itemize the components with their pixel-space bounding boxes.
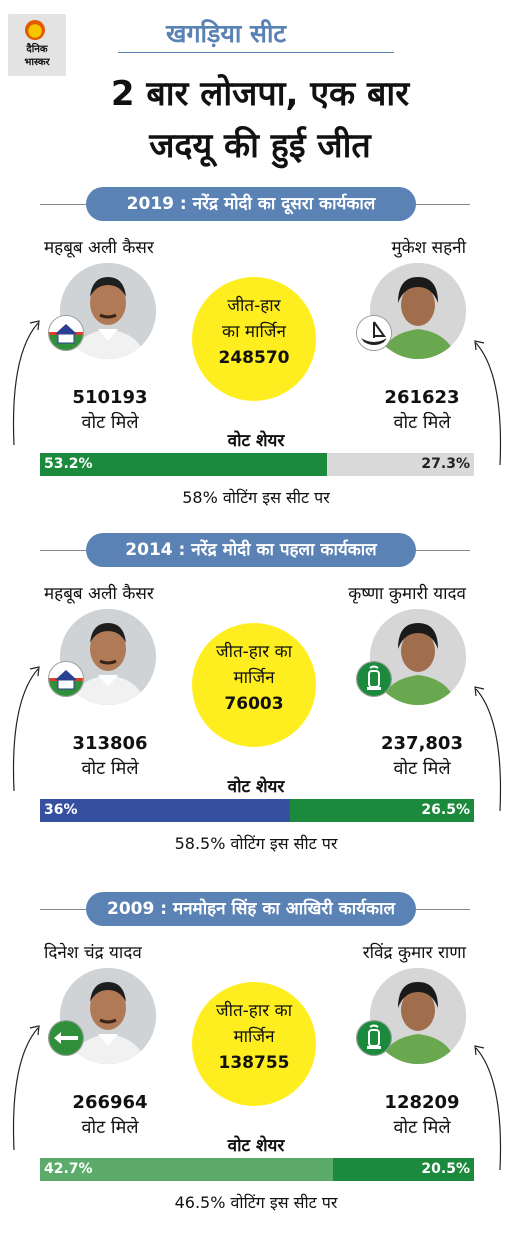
winner-share-segment: 53.2%: [40, 453, 327, 476]
runner-votes: 128209 वोट मिले: [367, 1090, 477, 1140]
curved-arrow-icon: [474, 340, 502, 466]
runner-share-segment: 26.5%: [290, 799, 474, 822]
bungalow-icon: [48, 661, 84, 697]
turnout-text: 46.5% वोटिंग इस सीट पर: [174, 1193, 338, 1212]
boat-icon: [356, 315, 392, 351]
curved-arrow-icon: [12, 320, 40, 446]
votes-label: वोट मिले: [81, 758, 139, 779]
seat-label: खगड़िया सीट: [166, 19, 287, 48]
margin-circle: जीत-हार का मार्जिन 138755: [192, 982, 316, 1106]
turnout-text: 58% वोटिंग इस सीट पर: [182, 488, 330, 507]
winner-share-segment: 36%: [40, 799, 290, 822]
headline-line2: जदयू की हुई जीत: [149, 126, 371, 166]
curved-arrow-icon: [474, 686, 502, 812]
winner-photo: [60, 263, 156, 359]
logo-text-line2: भास्कर: [24, 57, 50, 68]
winner-name: दिनेश चंद्र यादव: [44, 943, 142, 963]
margin-circle: जीत-हार का मार्जिन 76003: [192, 623, 316, 747]
section-title: 2019 : नरेंद्र मोदी का दूसरा कार्यकाल: [86, 187, 416, 221]
runner-votes-number: 261623: [384, 387, 460, 408]
runner-share-segment: 27.3%: [327, 453, 474, 476]
votes-label: वोट मिले: [81, 412, 139, 433]
curved-arrow-icon: [474, 1045, 502, 1171]
dainik-bhaskar-logo: दैनिक भास्कर: [8, 14, 66, 76]
winner-share-text: 36%: [44, 802, 78, 818]
section-title: 2009 : मनमोहन सिंह का आखिरी कार्यकाल: [86, 892, 416, 926]
runner-votes-number: 237,803: [381, 733, 463, 754]
winner-name: महबूब अली कैसर: [44, 238, 154, 258]
margin-label-line1: जीत-हार: [227, 296, 281, 316]
winner-votes-number: 313806: [72, 733, 148, 754]
runner-share-segment: 20.5%: [333, 1158, 474, 1181]
vote-share-bar: 53.2% 27.3%: [40, 453, 474, 476]
margin-label-line1: जीत-हार का: [215, 1001, 293, 1021]
margin-label-line1: जीत-हार का: [215, 642, 293, 662]
margin-circle: जीत-हार का मार्जिन 248570: [192, 277, 316, 401]
runner-votes-number: 128209: [384, 1092, 460, 1113]
runner-share-text: 20.5%: [421, 1161, 470, 1177]
votes-label: वोट मिले: [393, 758, 451, 779]
curved-arrow-icon: [12, 666, 40, 792]
margin-label-line2: मार्जिन: [233, 668, 275, 688]
winner-name: महबूब अली कैसर: [44, 584, 154, 604]
winner-votes: 313806 वोट मिले: [55, 731, 165, 781]
arrow-icon: [48, 1020, 84, 1056]
votes-label: वोट मिले: [393, 412, 451, 433]
runner-name: रविंद्र कुमार राणा: [362, 943, 466, 963]
headline-line1: 2 बार लोजपा, एक बार: [110, 74, 410, 114]
winner-votes-number: 266964: [72, 1092, 148, 1113]
runner-share-text: 27.3%: [421, 456, 470, 472]
logo-text-line1: दैनिक: [26, 44, 48, 55]
turnout-text: 58.5% वोटिंग इस सीट पर: [174, 834, 338, 853]
margin-value: 76003: [224, 694, 284, 714]
margin-value: 248570: [218, 348, 290, 368]
sun-icon: [25, 20, 45, 40]
runner-photo: [370, 609, 466, 705]
bungalow-icon: [48, 315, 84, 351]
lantern-icon: [356, 661, 392, 697]
vote-share-title: वोट शेयर: [227, 1136, 285, 1156]
runner-votes: 261623 वोट मिले: [367, 385, 477, 435]
winner-photo: [60, 609, 156, 705]
winner-votes: 510193 वोट मिले: [55, 385, 165, 435]
winner-votes: 266964 वोट मिले: [55, 1090, 165, 1140]
runner-name: मुकेश सहनी: [391, 238, 466, 258]
runner-share-text: 26.5%: [421, 802, 470, 818]
divider: [118, 52, 394, 53]
margin-label-line2: मार्जिन: [233, 1027, 275, 1047]
votes-label: वोट मिले: [81, 1117, 139, 1138]
winner-share-segment: 42.7%: [40, 1158, 333, 1181]
votes-label: वोट मिले: [393, 1117, 451, 1138]
winner-share-text: 42.7%: [44, 1161, 93, 1177]
vote-share-bar: 36% 26.5%: [40, 799, 474, 822]
runner-name: कृष्णा कुमारी यादव: [348, 584, 466, 604]
margin-label-line2: का मार्जिन: [222, 322, 286, 342]
vote-share-bar: 42.7% 20.5%: [40, 1158, 474, 1181]
margin-value: 138755: [218, 1053, 290, 1073]
lantern-icon: [356, 1020, 392, 1056]
winner-share-text: 53.2%: [44, 456, 93, 472]
section-title: 2014 : नरेंद्र मोदी का पहला कार्यकाल: [86, 533, 416, 567]
winner-votes-number: 510193: [72, 387, 148, 408]
vote-share-title: वोट शेयर: [227, 777, 285, 797]
vote-share-title: वोट शेयर: [227, 431, 285, 451]
runner-votes: 237,803 वोट मिले: [367, 731, 477, 781]
curved-arrow-icon: [12, 1025, 40, 1151]
